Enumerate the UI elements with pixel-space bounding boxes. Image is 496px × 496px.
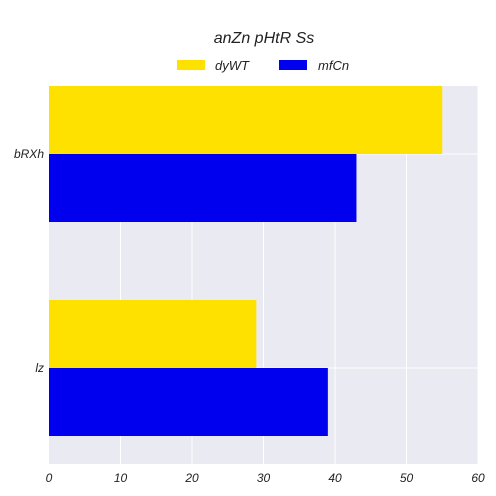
x-tick-label: 40 [328, 471, 342, 485]
bars [49, 86, 443, 436]
x-tick-label: 60 [471, 471, 485, 485]
legend-label: dyWT [215, 58, 250, 73]
bar-dyWT-lz [49, 300, 257, 368]
x-tick-label: 10 [114, 471, 128, 485]
x-axis: 0 10 20 30 40 50 60 [46, 471, 485, 485]
legend: dyWT mfCn [177, 58, 349, 73]
chart-title: anZn pHtR Ss [214, 30, 314, 47]
legend-label: mfCn [318, 58, 349, 73]
bar-mfCn-lz [49, 368, 328, 436]
x-tick-label: 50 [400, 471, 414, 485]
bar-mfCn-bRXh [49, 154, 357, 222]
bar-dyWT-bRXh [49, 86, 443, 154]
y-tick-label: lz [35, 361, 44, 375]
y-tick-label: bRXh [14, 147, 44, 161]
y-axis: bRXh lz [14, 147, 44, 375]
legend-swatch-dyWT [177, 60, 205, 70]
legend-swatch-mfCn [279, 60, 307, 70]
x-tick-label: 30 [257, 471, 271, 485]
x-tick-label: 20 [184, 471, 199, 485]
x-tick-label: 0 [46, 471, 53, 485]
